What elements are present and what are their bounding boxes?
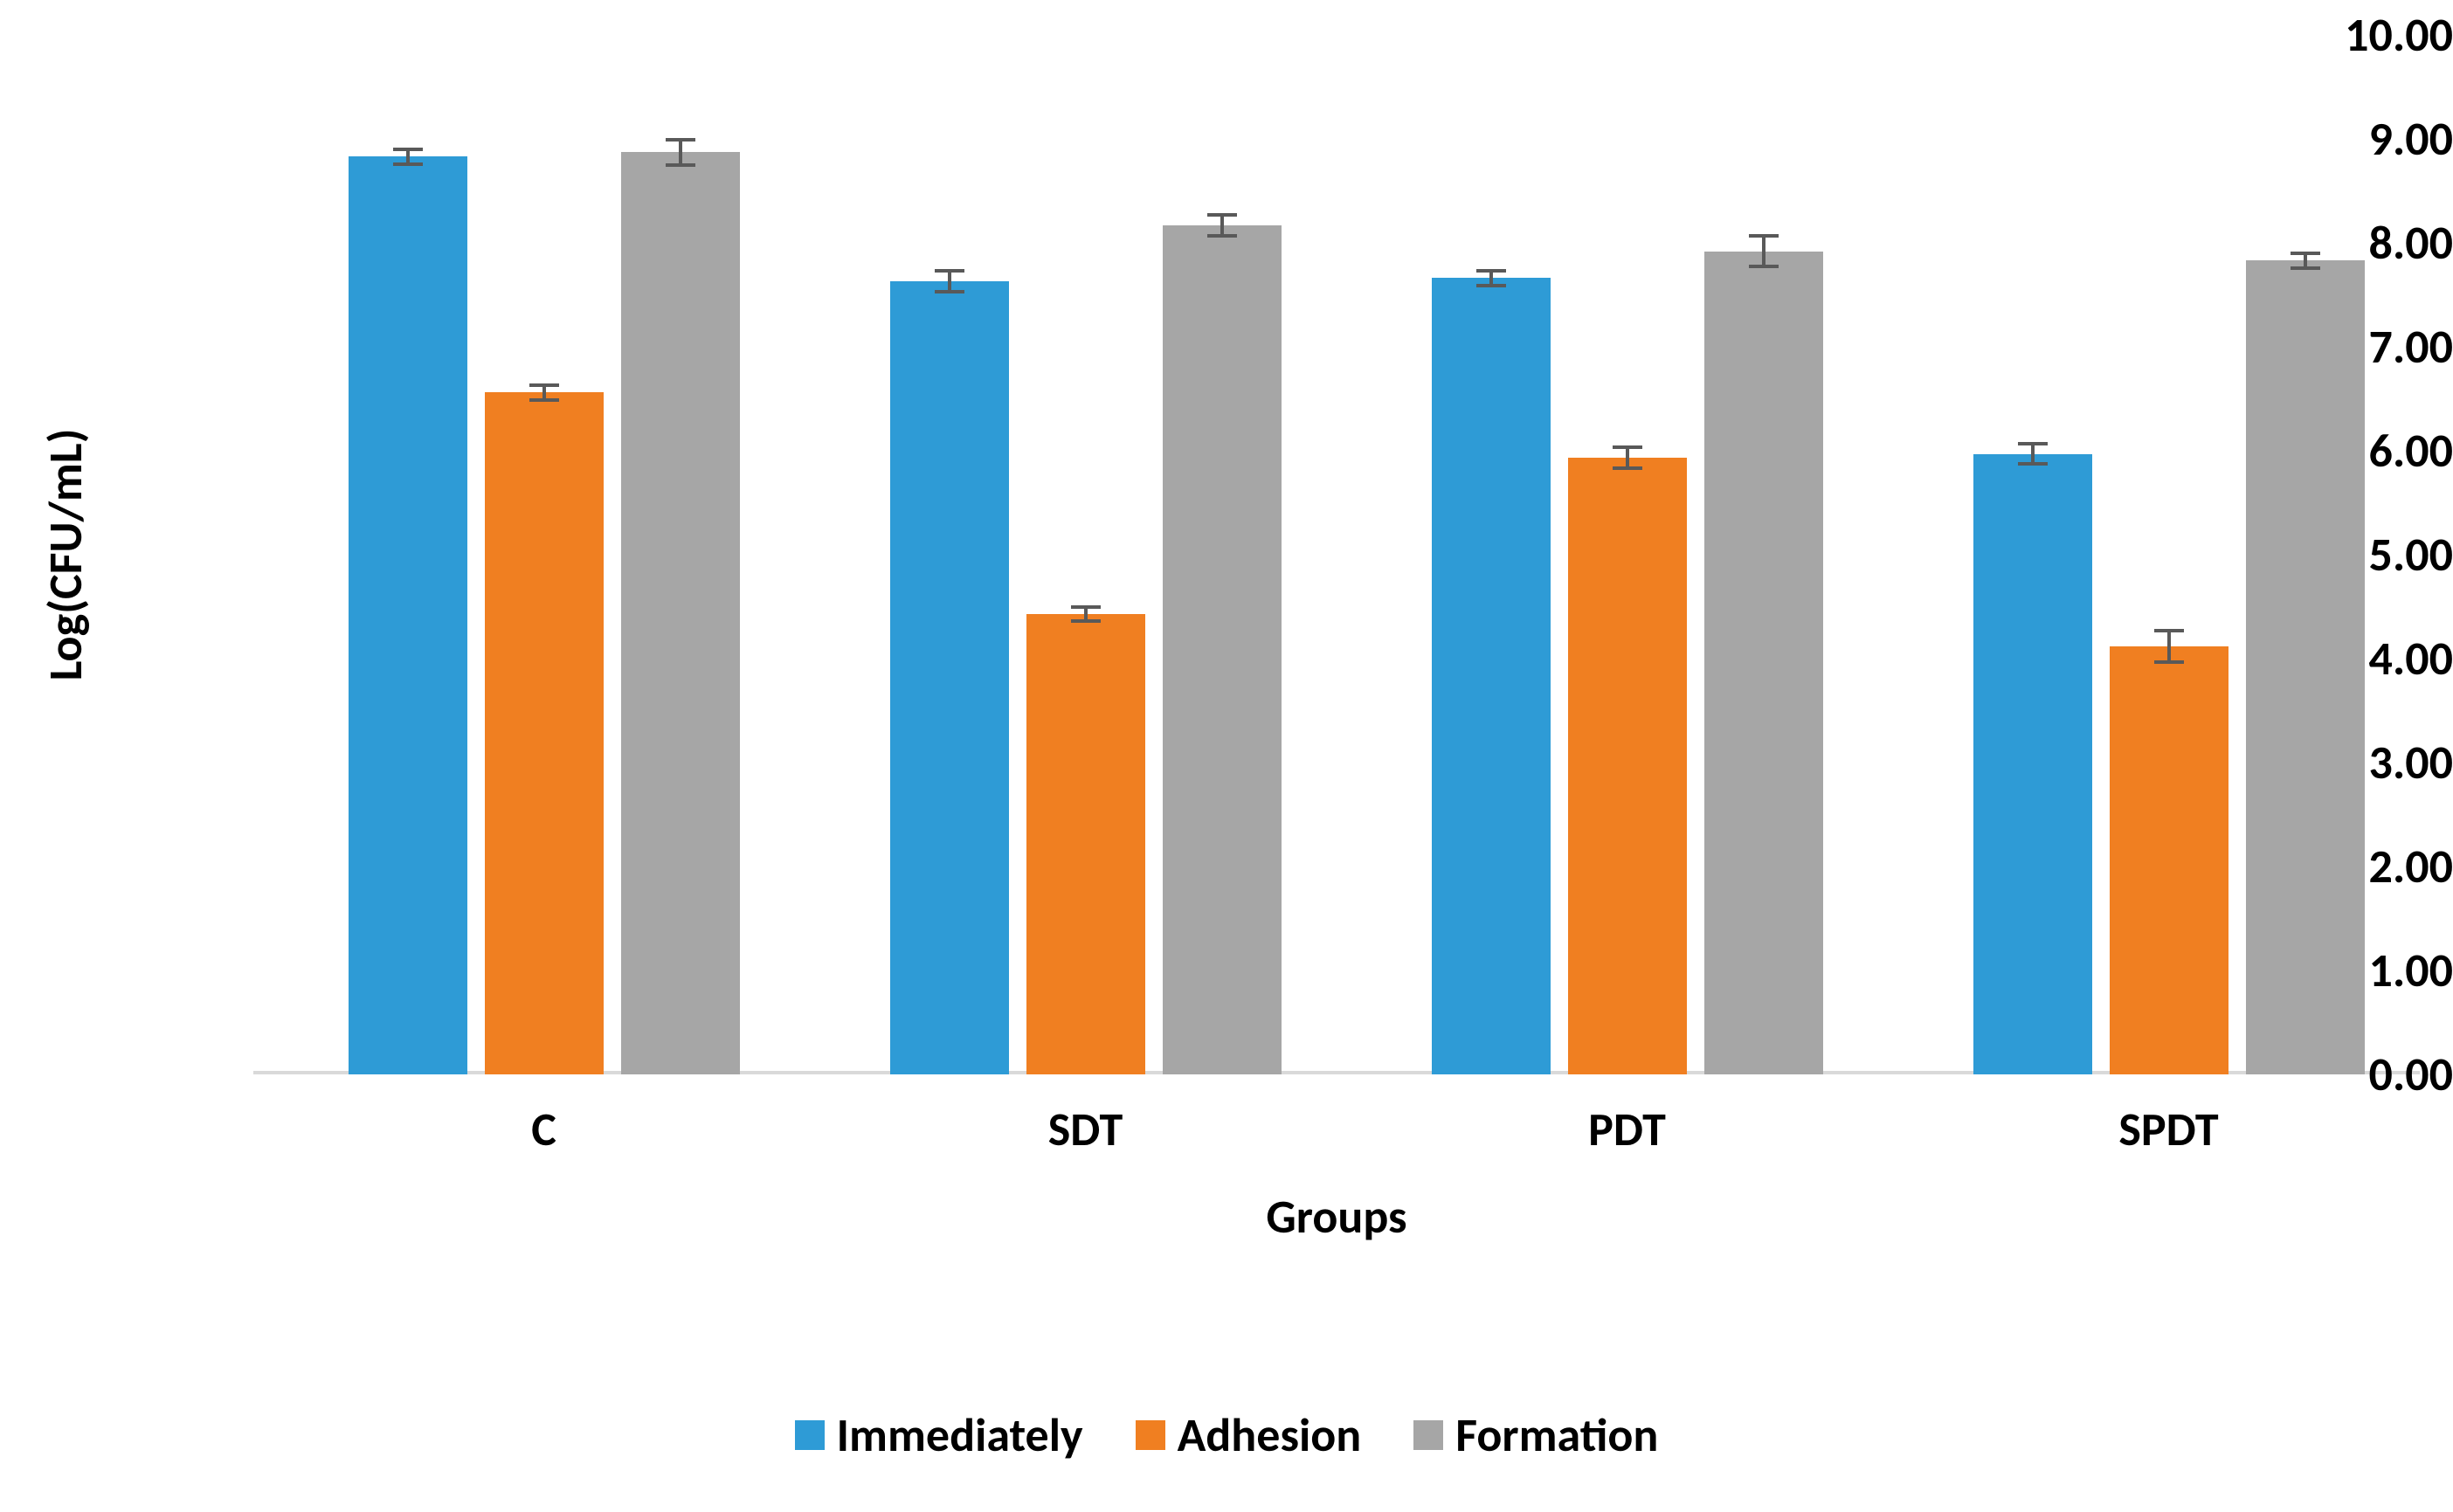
error-bar-cap <box>2018 442 2048 445</box>
legend-swatch <box>1413 1420 1443 1450</box>
error-bar-cap <box>393 162 423 166</box>
bar <box>2110 646 2228 1074</box>
bar-chart: 0.001.002.003.004.005.006.007.008.009.00… <box>0 0 2453 1512</box>
bar <box>349 156 467 1074</box>
legend-label: Immediately <box>837 1406 1083 1464</box>
error-bar <box>679 140 682 165</box>
error-bar-cap <box>1071 619 1101 623</box>
error-bar-cap <box>393 148 423 151</box>
error-bar-cap <box>1613 466 1642 470</box>
error-bar-cap <box>2018 462 2048 466</box>
error-bar-cap <box>529 398 559 402</box>
x-tick-label: SPDT <box>2118 1101 2218 1158</box>
error-bar-cap <box>1749 234 1779 238</box>
x-tick-label: PDT <box>1588 1101 1666 1158</box>
bar <box>1568 458 1687 1074</box>
bar <box>890 281 1009 1074</box>
bar <box>1163 225 1282 1074</box>
error-bar-cap <box>1476 284 1506 287</box>
legend: Immediately Adhesion Formation <box>0 1406 2453 1464</box>
y-axis-title: Log(CFU/mL) <box>37 429 94 681</box>
error-bar-cap <box>1207 213 1237 217</box>
x-tick-label: SDT <box>1048 1101 1123 1158</box>
error-bar-cap <box>1476 269 1506 273</box>
legend-label: Formation <box>1455 1406 1658 1464</box>
bar <box>1704 252 1823 1074</box>
error-bar-cap <box>935 269 964 273</box>
error-bar-cap <box>2291 252 2320 255</box>
error-bar-cap <box>1071 605 1101 609</box>
error-bar-cap <box>2154 629 2184 632</box>
bar <box>1432 278 1551 1074</box>
legend-label: Adhesion <box>1178 1406 1362 1464</box>
bars-layer <box>253 35 2420 1074</box>
error-bar <box>1626 447 1629 468</box>
error-bar <box>1762 236 1765 267</box>
x-axis-title: Groups <box>1266 1188 1406 1246</box>
legend-swatch <box>1136 1420 1165 1450</box>
error-bar-cap <box>666 138 695 142</box>
error-bar-cap <box>1749 265 1779 268</box>
error-bar-cap <box>935 290 964 293</box>
error-bar-cap <box>529 383 559 387</box>
error-bar <box>948 271 951 292</box>
error-bar-cap <box>1613 445 1642 449</box>
error-bar-cap <box>2291 266 2320 270</box>
bar <box>621 152 740 1074</box>
error-bar-cap <box>666 163 695 167</box>
bar <box>2246 260 2365 1074</box>
legend-item: Adhesion <box>1136 1406 1362 1464</box>
error-bar <box>2031 444 2035 465</box>
error-bar <box>1220 215 1224 236</box>
bar <box>1026 614 1145 1074</box>
error-bar-cap <box>1207 234 1237 238</box>
error-bar-cap <box>2154 660 2184 664</box>
bar <box>485 392 604 1074</box>
legend-item: Formation <box>1413 1406 1658 1464</box>
error-bar <box>2167 631 2171 662</box>
x-tick-label: C <box>531 1101 556 1158</box>
legend-swatch <box>795 1420 825 1450</box>
legend-item: Immediately <box>795 1406 1083 1464</box>
bar <box>1973 454 2092 1074</box>
